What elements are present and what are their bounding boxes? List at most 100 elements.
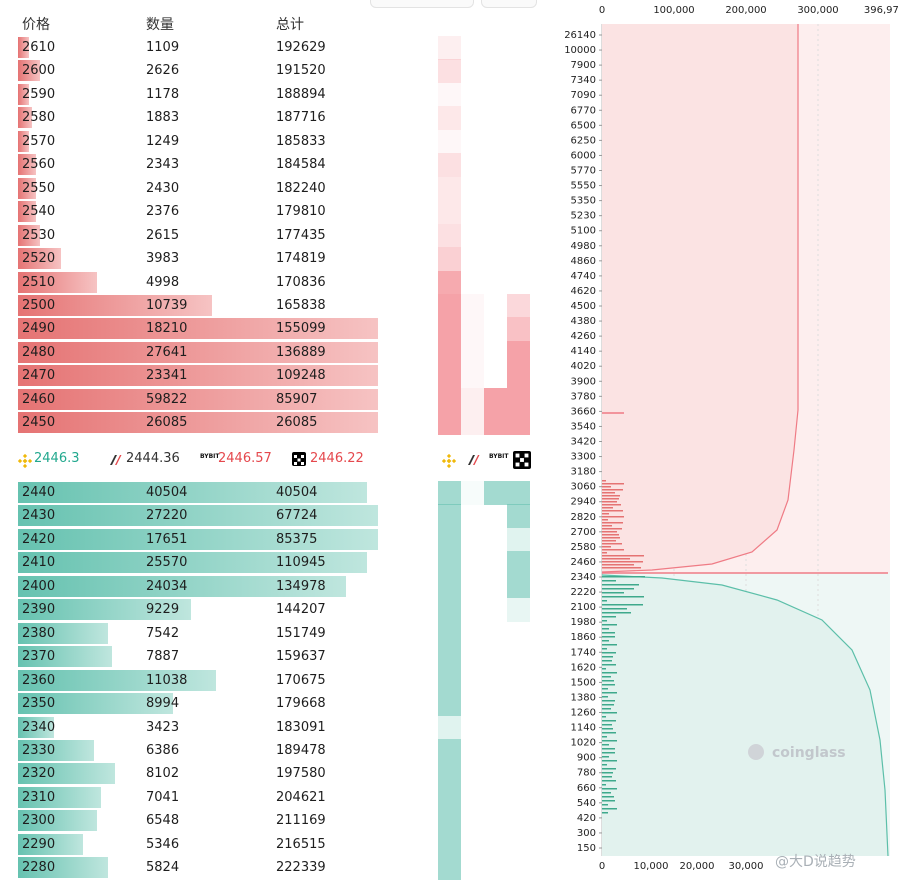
- ask-qty: 23341: [146, 368, 188, 384]
- bid-depth-bar: [18, 646, 112, 668]
- bid-row[interactable]: 2340 3423 183091: [0, 716, 440, 739]
- ask-row[interactable]: 2490 18210 155099: [0, 317, 440, 340]
- bid-row[interactable]: 2320 8102 197580: [0, 762, 440, 785]
- ask-price: 2490: [22, 321, 56, 337]
- bid-row[interactable]: 2330 6386 189478: [0, 739, 440, 762]
- bid-depth-bar: [602, 680, 614, 682]
- price-axis-label: 780: [577, 768, 596, 779]
- bid-row[interactable]: 2400 24034 134978: [0, 575, 440, 598]
- bid-heat-cell: [438, 574, 461, 599]
- bid-qty: 3423: [146, 719, 180, 735]
- price-axis-label: 2220: [571, 587, 596, 598]
- ask-depth-bar: [602, 540, 616, 542]
- price-axis-label: 4860: [571, 256, 596, 267]
- ask-row[interactable]: 2530 2615 177435: [0, 224, 440, 247]
- bid-total: 40504: [276, 485, 318, 500]
- top-axis-label: 0: [599, 5, 605, 16]
- price-axis-label: 2580: [571, 542, 596, 553]
- ask-heat-cell: [438, 317, 461, 341]
- ask-depth-bar: [602, 489, 623, 491]
- ask-row[interactable]: 2480 27641 136889: [0, 341, 440, 364]
- ask-price: 2470: [22, 368, 56, 384]
- bid-total: 144207: [276, 602, 326, 618]
- ask-row[interactable]: 2450 26085 26085: [0, 411, 440, 434]
- top-menu-button[interactable]: [481, 0, 537, 8]
- ask-row[interactable]: 2470 23341 109248: [0, 364, 440, 387]
- bid-row[interactable]: 2370 7887 159637: [0, 645, 440, 668]
- bid-row[interactable]: 2390 9229 144207: [0, 598, 440, 621]
- ask-heat-cell: [438, 293, 461, 318]
- ask-row[interactable]: 2580 1883 187716: [0, 106, 440, 129]
- ask-depth-bar: [18, 201, 36, 223]
- bid-depth-bar: [602, 732, 616, 734]
- bid-depth-bar: [18, 833, 83, 855]
- ask-row[interactable]: 2560 2343 184584: [0, 153, 440, 176]
- bid-depth-bar: [18, 482, 367, 503]
- bid-depth-bar: [602, 740, 617, 742]
- bid-row[interactable]: 2290 5346 216515: [0, 833, 440, 856]
- bid-heat-cell: [438, 668, 461, 693]
- bid-qty: 6548: [146, 813, 180, 829]
- bid-heat-cell: [438, 645, 461, 669]
- bid-row[interactable]: 2300 6548 211169: [0, 809, 440, 832]
- ask-qty: 3983: [146, 251, 180, 267]
- ask-heat-cell: [438, 82, 461, 107]
- bybit-stripe-price: 2444.36: [126, 451, 180, 466]
- bid-depth-bar: [602, 796, 614, 798]
- ask-depth-bar: [18, 60, 40, 82]
- price-axis-label: 2820: [571, 512, 596, 523]
- bid-heat-cell: [438, 715, 461, 739]
- bid-heat-cell: [438, 832, 461, 857]
- ask-heat-cell: [461, 317, 484, 341]
- bid-total: 85375: [276, 531, 318, 547]
- ask-row[interactable]: 2460 59822 85907: [0, 388, 440, 411]
- coinglass-logo-icon: [748, 744, 764, 760]
- price-axis-label: 2100: [571, 602, 596, 613]
- ask-row[interactable]: 2550 2430 182240: [0, 177, 440, 200]
- bid-row[interactable]: 2360 11038 170675: [0, 669, 440, 692]
- ask-row[interactable]: 2520 3983 174819: [0, 247, 440, 270]
- bid-row[interactable]: 2380 7542 151749: [0, 622, 440, 645]
- price-axis-label: 3900: [571, 376, 596, 387]
- bid-depth-bar: [602, 624, 617, 626]
- ask-heat-cell: [507, 317, 530, 341]
- ask-heat-cell: [484, 387, 507, 412]
- bid-row[interactable]: 2310 7041 204621: [0, 786, 440, 809]
- bid-depth-bar: [602, 696, 608, 698]
- bid-depth-bar: [602, 632, 615, 634]
- ask-price: 2590: [22, 86, 56, 102]
- ask-total: 155099: [276, 321, 326, 337]
- ask-row[interactable]: 2510 4998 170836: [0, 271, 440, 294]
- bid-row[interactable]: 2420 17651 85375: [0, 528, 440, 551]
- bid-row[interactable]: 2430 27220 67724: [0, 504, 440, 527]
- ask-row[interactable]: 2590 1178 188894: [0, 83, 440, 106]
- price-axis-label: 540: [577, 798, 596, 809]
- bid-price: 2310: [22, 789, 56, 805]
- ask-row[interactable]: 2570 1249 185833: [0, 130, 440, 153]
- bid-row[interactable]: 2410 25570 110945: [0, 551, 440, 574]
- bid-row[interactable]: 2350 8994 179668: [0, 692, 440, 715]
- ask-row[interactable]: 2540 2376 179810: [0, 200, 440, 223]
- ask-qty: 4998: [146, 274, 180, 290]
- ask-row[interactable]: 2500 10739 165838: [0, 294, 440, 317]
- price-axis-label: 3660: [571, 406, 596, 417]
- bid-heat-cell: [507, 574, 530, 599]
- ask-depth-bar: [602, 549, 624, 551]
- top-toggle-button[interactable]: [370, 0, 474, 8]
- ask-row[interactable]: 2610 1109 192629: [0, 36, 440, 59]
- ask-row[interactable]: 2600 2626 191520: [0, 59, 440, 82]
- bid-price: 2410: [22, 555, 56, 571]
- ask-total: 26085: [276, 415, 318, 431]
- bid-depth-bar: [602, 628, 609, 630]
- bid-row[interactable]: 2440 40504 40504: [0, 481, 440, 504]
- bid-heat-cell: [438, 551, 461, 575]
- bid-row[interactable]: 2280 5824 222339: [0, 856, 440, 879]
- ask-price: 2520: [22, 251, 56, 267]
- bid-qty: 25570: [146, 555, 188, 571]
- ask-cumulative-fill: [602, 24, 798, 572]
- bid-depth-bar: [602, 652, 616, 654]
- bid-depth-bar: [18, 763, 115, 785]
- price-axis-label: 4620: [571, 286, 596, 297]
- bid-price: 2400: [22, 578, 56, 594]
- ask-heat-cell: [438, 247, 461, 271]
